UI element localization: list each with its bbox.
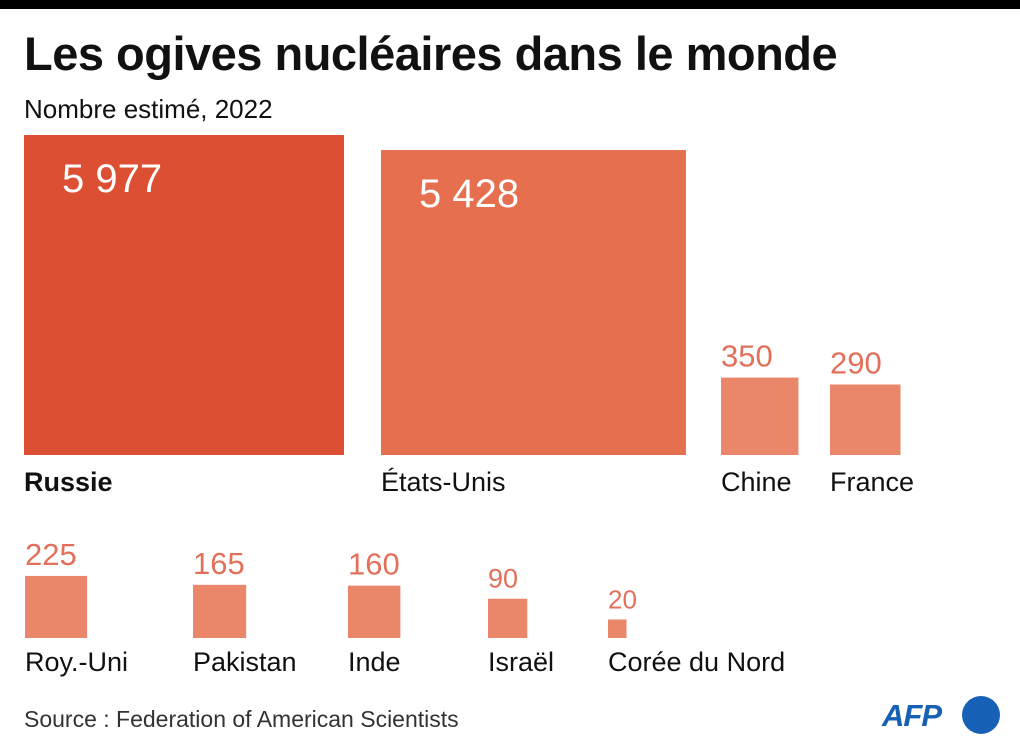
- category-label-roy-uni: Roy.-Uni: [25, 647, 128, 677]
- chart-subtitle: Nombre estimé, 2022: [24, 94, 273, 124]
- category-label-israel: Israël: [488, 647, 554, 677]
- value-label-roy-uni: 225: [25, 537, 77, 572]
- value-label-israel: 90: [488, 564, 518, 594]
- chart-title: Les ogives nucléaires dans le monde: [24, 27, 838, 80]
- value-label-pakistan: 165: [193, 546, 245, 581]
- bar-france: [830, 384, 901, 455]
- category-label-chine: Chine: [721, 467, 792, 497]
- bar-coree-du-nord: [608, 619, 627, 638]
- bar-chine: [721, 377, 799, 455]
- value-label-france: 290: [830, 346, 882, 381]
- category-label-france: France: [830, 467, 914, 497]
- warhead-chart: 5 977 Russie 5 428 États-Unis 350 Chine 290 Fra…: [24, 135, 914, 677]
- bar-pakistan: [193, 584, 247, 638]
- top-rule: [0, 0, 1020, 9]
- bar-inde: [348, 585, 401, 638]
- category-label-inde: Inde: [348, 647, 401, 677]
- afp-logo-text: AFP: [882, 698, 942, 733]
- value-label-russie: 5 977: [62, 157, 162, 201]
- bar-israel: [488, 598, 528, 638]
- bar-roy-uni: [25, 575, 88, 638]
- value-label-etats-unis: 5 428: [419, 172, 519, 216]
- afp-logo-dot: [962, 696, 1000, 734]
- bar-russie: [24, 135, 344, 455]
- source-note: Source : Federation of American Scientis…: [24, 706, 459, 732]
- category-label-etats-unis: États-Unis: [381, 467, 506, 497]
- category-label-coree-du-nord: Corée du Nord: [608, 647, 785, 677]
- value-label-inde: 160: [348, 547, 400, 582]
- bar-etats-unis: [381, 150, 686, 455]
- value-label-coree-du-nord: 20: [608, 584, 637, 614]
- category-label-russie: Russie: [24, 467, 113, 497]
- value-label-chine: 350: [721, 339, 773, 374]
- category-label-pakistan: Pakistan: [193, 647, 297, 677]
